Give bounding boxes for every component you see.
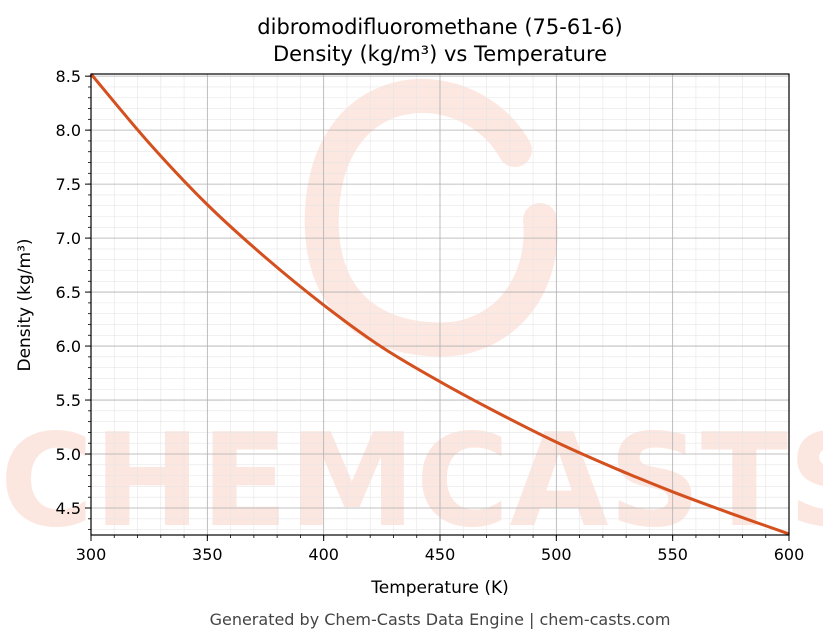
x-tick-label: 300 bbox=[76, 545, 107, 564]
watermark: CHEMCASTS bbox=[0, 79, 823, 556]
y-tick-label: 5.5 bbox=[56, 391, 81, 410]
chart-title-line1: dibromodifluoromethane (75-61-6) bbox=[257, 15, 622, 39]
x-tick-label: 500 bbox=[541, 545, 572, 564]
y-tick-label: 4.5 bbox=[56, 499, 81, 518]
y-tick-label: 8.0 bbox=[56, 121, 81, 140]
x-tick-label: 350 bbox=[192, 545, 223, 564]
y-tick-label: 6.0 bbox=[56, 337, 81, 356]
x-axis-label: Temperature (K) bbox=[370, 578, 509, 598]
watermark-text: CHEMCASTS bbox=[0, 407, 823, 556]
y-axis-label: Density (kg/m³) bbox=[15, 238, 35, 371]
chart-title-line2: Density (kg/m³) vs Temperature bbox=[273, 42, 607, 66]
x-tick-label: 400 bbox=[308, 545, 339, 564]
y-tick-label: 7.5 bbox=[56, 175, 81, 194]
y-tick-label: 5.0 bbox=[56, 445, 81, 464]
y-axis-ticks: 4.5 5.0 5.5 6.0 6.5 7.0 7.5 8.0 8.5 bbox=[56, 67, 91, 531]
x-tick-label: 450 bbox=[425, 545, 456, 564]
major-grid bbox=[90, 74, 790, 535]
footer-credit: Generated by Chem-Casts Data Engine | ch… bbox=[210, 610, 671, 629]
watermark-swirl bbox=[304, 79, 558, 357]
x-axis-ticks: 300 350 400 450 500 550 600 bbox=[76, 535, 805, 564]
y-tick-label: 8.5 bbox=[56, 67, 81, 86]
x-tick-label: 550 bbox=[657, 545, 688, 564]
series-layer bbox=[89, 73, 790, 536]
y-tick-label: 6.5 bbox=[56, 283, 81, 302]
density-series-line bbox=[89, 73, 790, 536]
y-tick-label: 7.0 bbox=[56, 229, 81, 248]
x-tick-label: 600 bbox=[774, 545, 805, 564]
